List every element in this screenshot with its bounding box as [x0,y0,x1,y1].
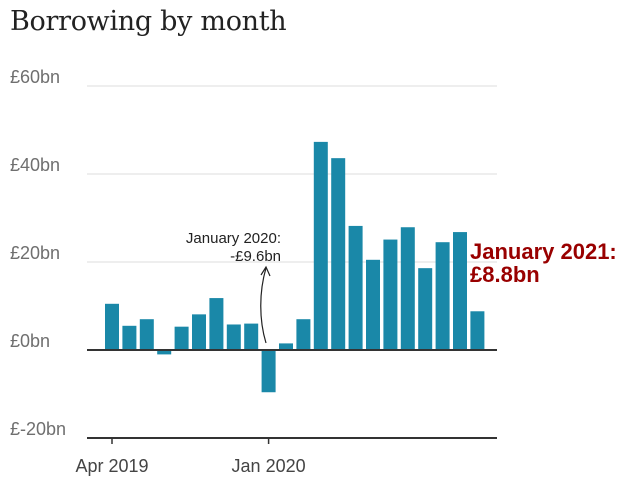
bar-nov-2019 [226,324,241,350]
bar-dec-2020 [453,232,467,350]
bar-apr-2020 [313,141,328,350]
bar-may-2020 [331,158,346,350]
y-tick-label: £0bn [10,331,50,351]
x-tick-label: Jan 2020 [232,456,306,476]
bar-feb-2020 [279,343,293,350]
bar-jan-2021 [470,311,485,350]
annotation-january-2020-label: January 2020: [186,230,281,247]
bar-jan-2020 [261,350,276,393]
annotation-arrow [260,267,267,344]
bar-may-2019 [122,325,137,350]
bar-jul-2019 [157,350,172,355]
bar-jul-2020 [366,259,380,350]
bar-jun-2019 [139,319,154,350]
callout-january-2021-value: £8.8bn [470,262,540,287]
bar-sep-2020 [400,227,415,350]
y-tick-label: £40bn [10,155,60,175]
bar-nov-2020 [435,242,450,350]
annotation-january-2020-value: -£9.6bn [230,248,281,265]
bar-dec-2019 [244,323,259,350]
bar-aug-2019 [174,326,189,350]
bar-apr-2019 [105,303,119,350]
callout-january-2021-label: January 2021: [470,239,617,264]
annotation-arrowhead [260,265,271,277]
page-title: Borrowing by month [10,6,287,37]
bar-oct-2019 [209,298,224,350]
y-tick-label: £-20bn [10,419,66,439]
bar-aug-2020 [383,239,398,350]
bar-oct-2020 [418,268,433,350]
y-tick-label: £20bn [10,243,60,263]
bar-mar-2020 [296,319,311,350]
x-tick-label: Apr 2019 [75,456,148,476]
y-tick-label: £60bn [10,67,60,87]
bar-sep-2019 [192,314,206,350]
bar-jun-2020 [348,225,363,350]
